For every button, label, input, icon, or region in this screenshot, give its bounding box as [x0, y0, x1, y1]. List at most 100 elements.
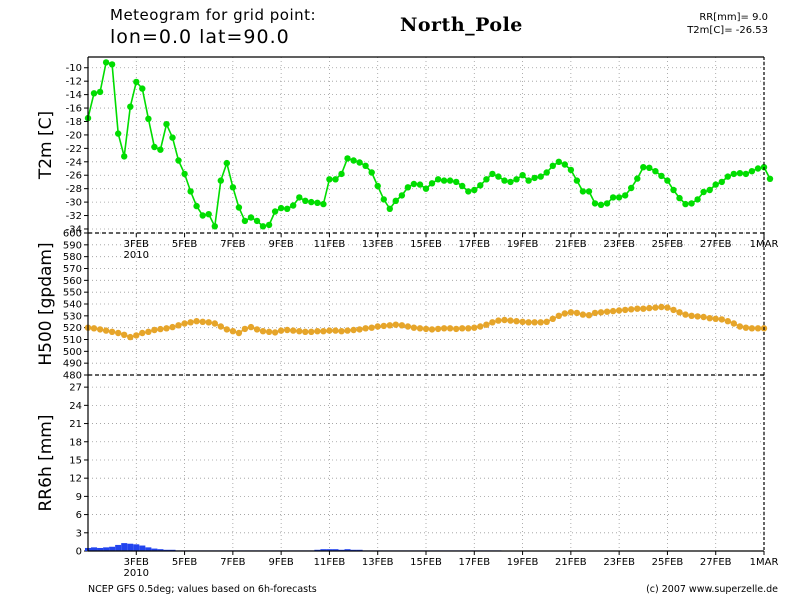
h500-point: [585, 312, 593, 319]
h500-point: [338, 328, 345, 335]
xtick-label-1-12: 27FEB: [700, 557, 732, 568]
h500-point: [446, 325, 454, 332]
t2m-point: [127, 103, 134, 110]
t2m-point: [652, 168, 659, 175]
t2m-point: [259, 223, 267, 230]
t2m-point: [483, 176, 490, 183]
rr6h-axis-label: RR6h [mm]: [36, 414, 56, 511]
h500-point: [145, 328, 152, 335]
h500-point: [205, 319, 212, 326]
xtick-label-1-3: 9FEB: [268, 557, 293, 568]
h500-point: [706, 315, 713, 322]
t2m-point: [573, 177, 581, 184]
rr6h-bar: [109, 546, 116, 551]
h500-point: [603, 308, 611, 315]
t2m-point: [290, 202, 297, 209]
h500-point: [495, 317, 502, 324]
rr6h-bar: [169, 549, 176, 551]
xtick-label-0-6: 15FEB: [410, 239, 442, 250]
xtick-label-0-8: 19FEB: [507, 239, 539, 250]
h500-point: [265, 328, 273, 335]
t2m-point: [187, 188, 194, 195]
t2m-point: [428, 180, 436, 187]
t2m-point: [163, 121, 170, 128]
h500-point: [664, 304, 671, 311]
h500-point: [253, 326, 261, 333]
rr6h-bar: [350, 549, 357, 551]
xtick-label-0-3: 9FEB: [268, 239, 293, 250]
t2m-ytick-label-4: -18: [66, 117, 82, 128]
t2m-point: [181, 170, 188, 178]
h500-ytick-label-8: 560: [63, 276, 82, 287]
t2m-point: [108, 61, 116, 68]
h500-ytick-label-5: 530: [63, 311, 82, 322]
rr6h-bar: [91, 547, 98, 551]
t2m-point: [169, 134, 176, 141]
h500-point: [591, 309, 599, 317]
h500-point: [513, 318, 520, 325]
t2m-point: [90, 90, 98, 97]
rr6h-bar: [115, 544, 122, 551]
h500-point: [712, 315, 719, 322]
t2m-point: [446, 177, 454, 184]
h500-axis-label: H500 [gpdam]: [36, 242, 56, 365]
h500-point: [549, 315, 556, 322]
t2m-point: [205, 211, 212, 218]
h500-point: [543, 318, 550, 325]
h500-point: [108, 328, 116, 335]
t2m-point: [314, 199, 321, 206]
rr6h-bar: [127, 543, 134, 551]
h500-point: [175, 322, 182, 329]
h500-point: [157, 325, 164, 333]
h500-point: [368, 324, 375, 331]
h500-point: [754, 325, 762, 332]
t2m-point: [706, 186, 713, 194]
xtick-label-0-12: 27FEB: [700, 239, 732, 250]
h500-point: [181, 320, 188, 327]
t2m-point: [284, 205, 291, 212]
h500-point: [453, 325, 460, 333]
t2m-point: [151, 143, 158, 151]
h500-point: [670, 306, 677, 314]
h500-ytick-label-10: 580: [63, 252, 82, 263]
xtick-label-0-10: 23FEB: [603, 239, 635, 250]
t2m-point: [597, 201, 605, 208]
t2m-point: [350, 157, 357, 164]
h500-ytick-label-3: 510: [63, 335, 82, 346]
t2m-point: [646, 164, 653, 171]
t2m-readout: T2m[C]= -26.53: [687, 25, 768, 36]
t2m-point: [658, 172, 665, 180]
t2m-ytick-label-2: -14: [66, 90, 82, 101]
xtick-label-1-10: 23FEB: [603, 557, 635, 568]
t2m-point: [253, 217, 261, 225]
rr6h-bar: [332, 549, 339, 551]
t2m-point: [338, 170, 345, 178]
t2m-point: [320, 200, 327, 208]
t2m-ytick-label-1: -12: [66, 77, 82, 88]
t2m-point: [374, 182, 381, 190]
t2m-point: [398, 192, 406, 199]
t2m-point: [694, 196, 701, 203]
rr6h-bar: [326, 549, 333, 551]
rr6h-bar: [133, 544, 140, 551]
h500-ytick-label-7: 550: [63, 288, 82, 299]
xtick-label-1-0: 3FEB: [124, 557, 149, 568]
t2m-ytick-label-8: -26: [66, 171, 82, 182]
t2m-point: [271, 208, 279, 215]
h500-point: [465, 325, 472, 332]
t2m-ytick-label-11: -32: [66, 211, 82, 222]
t2m-point: [766, 175, 774, 182]
t2m-point: [525, 177, 532, 184]
h500-point: [350, 326, 357, 334]
rr6h-ytick-label-7: 21: [69, 419, 82, 430]
t2m-point: [682, 200, 689, 208]
t2m-ytick-label-10: -30: [66, 198, 82, 209]
t2m-ytick-label-6: -22: [66, 144, 82, 155]
t2m-point: [453, 178, 460, 186]
t2m-point: [422, 185, 430, 192]
t2m-point: [561, 161, 568, 168]
rr6h-bar: [314, 549, 321, 551]
t2m-point: [700, 188, 707, 196]
t2m-point: [217, 177, 224, 184]
